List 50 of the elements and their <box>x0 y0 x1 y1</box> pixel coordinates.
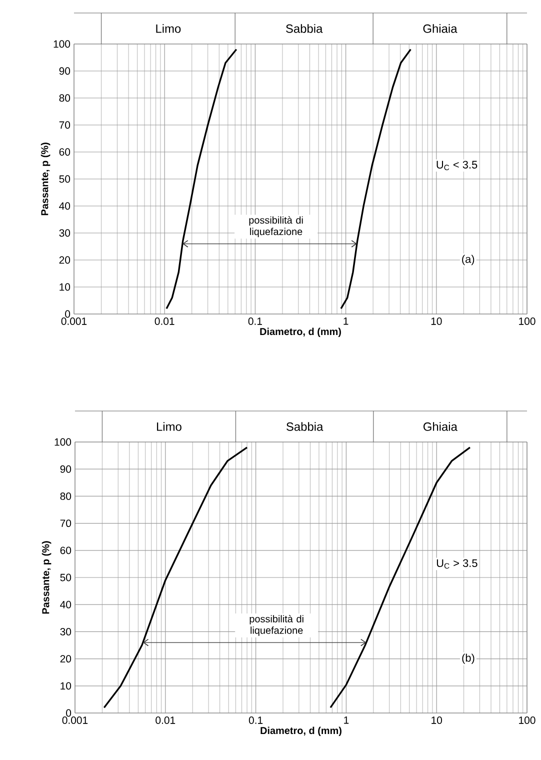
text: Ghiaia <box>423 24 458 33</box>
annotation: (a) <box>462 254 474 266</box>
text: Ghiaia <box>423 422 458 431</box>
y-axis-title: Passante, p (%) <box>40 142 50 216</box>
x-tick-label: 100 <box>519 318 536 325</box>
y-tick-label: 90 <box>60 465 72 473</box>
annotation: (b) <box>462 654 474 664</box>
x-tick-label: 1 <box>344 716 349 724</box>
annotation: U$_{C}$ < 3.5 <box>436 160 478 170</box>
y-tick-label: 80 <box>59 94 70 102</box>
x-tick-label: 0.1 <box>248 318 262 325</box>
text: Limo <box>157 422 182 431</box>
y-tick-label: 60 <box>60 546 72 554</box>
annotation: possibilità di liquefazione <box>250 614 304 636</box>
annotation: U$_{C}$ > 3.5 <box>436 559 478 569</box>
y-tick-label: 70 <box>59 121 70 129</box>
x-tick-label: 10 <box>432 716 442 724</box>
x-axis-title: Diametro, d (mm) <box>260 328 341 338</box>
y-tick-label: 50 <box>60 574 72 582</box>
x-tick-label: 1 <box>344 318 348 325</box>
x-tick-label: 100 <box>519 716 536 724</box>
annotation: possibilità di liquefazione <box>249 216 303 238</box>
x-tick-label: 0.1 <box>248 716 263 724</box>
y-tick-label: 90 <box>59 67 70 75</box>
y-tick-label: 0 <box>66 709 72 717</box>
y-tick-label: 0 <box>65 310 70 318</box>
y-tick-label: 30 <box>59 229 70 237</box>
y-tick-label: 70 <box>60 520 72 528</box>
y-tick-label: 40 <box>59 202 70 210</box>
x-tick-label: 0.001 <box>61 318 87 325</box>
text: Sabbia <box>286 422 324 431</box>
y-tick-label: 10 <box>60 682 72 690</box>
y-tick-label: 10 <box>60 283 70 291</box>
y-tick-label: 60 <box>59 148 70 156</box>
y-tick-label: 50 <box>59 175 70 183</box>
y-tick-label: 30 <box>60 628 72 636</box>
x-tick-label: 0.01 <box>154 318 174 325</box>
x-tick-label: 10 <box>431 318 442 325</box>
y-tick-label: 100 <box>54 438 72 446</box>
y-tick-label: 80 <box>60 492 72 500</box>
y-tick-label: 40 <box>60 600 72 608</box>
x-axis-title: Diametro, d (mm) <box>260 726 342 736</box>
text: Limo <box>156 24 181 33</box>
text: Sabbia <box>286 24 323 33</box>
y-tick-label: 20 <box>60 655 72 663</box>
y-tick-label: 100 <box>54 40 70 48</box>
y-axis-title: Passante, p (%) <box>42 541 52 614</box>
y-tick-label: 20 <box>59 256 70 264</box>
x-tick-label: 0.001 <box>62 716 88 724</box>
x-tick-label: 0.01 <box>156 716 176 724</box>
